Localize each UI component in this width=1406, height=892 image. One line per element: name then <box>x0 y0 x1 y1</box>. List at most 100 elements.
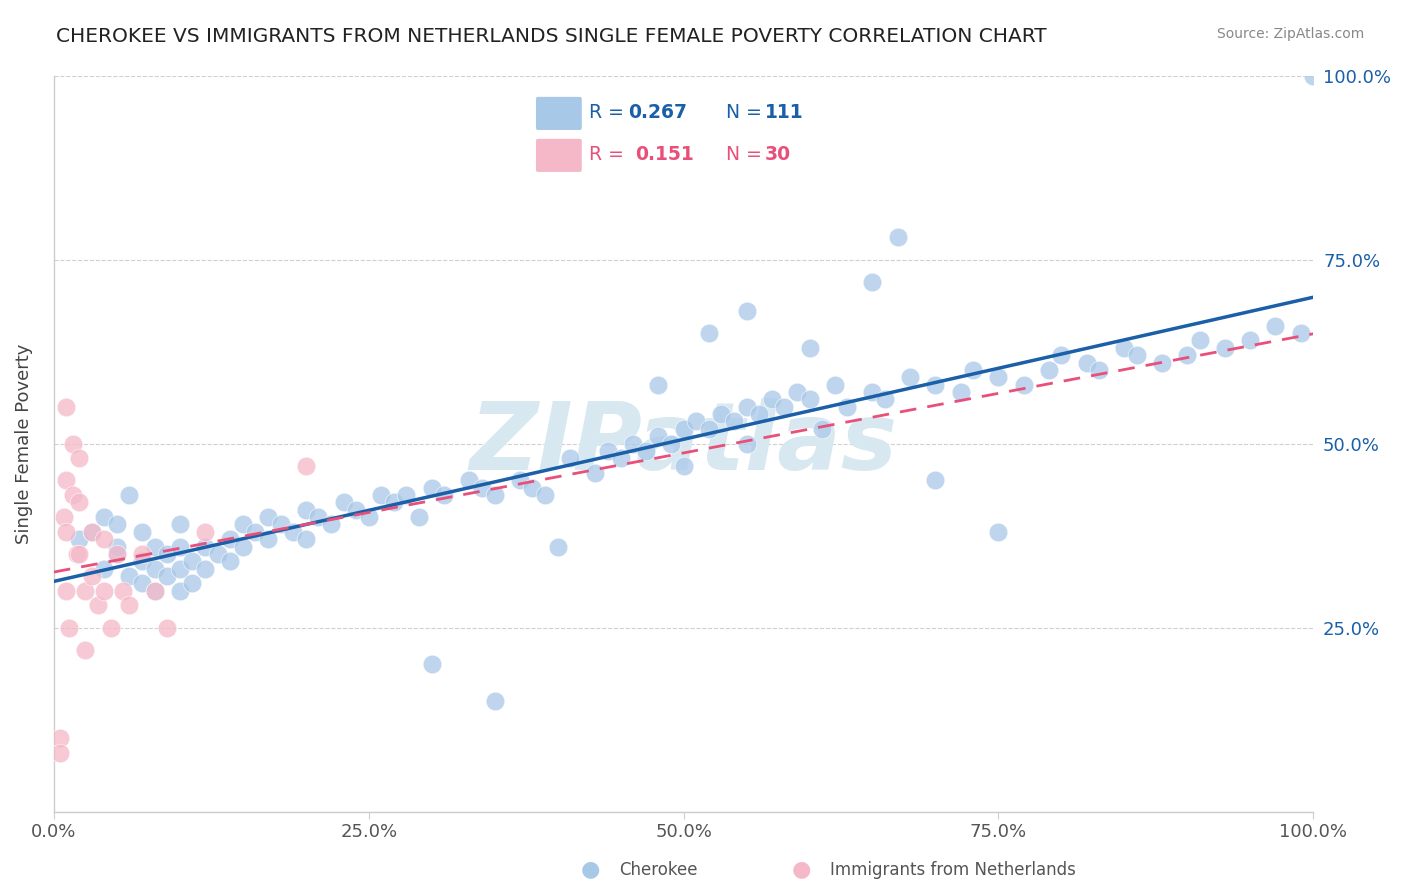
Point <box>93 510 115 524</box>
Point <box>1038 363 1060 377</box>
Point <box>484 488 506 502</box>
Point <box>143 561 166 575</box>
Point <box>207 547 229 561</box>
Point <box>408 510 430 524</box>
Point <box>67 547 90 561</box>
Point <box>194 524 217 539</box>
Point <box>1213 341 1236 355</box>
Point <box>647 377 669 392</box>
Point <box>583 466 606 480</box>
Point <box>484 694 506 708</box>
Point <box>873 392 896 407</box>
Point <box>609 451 631 466</box>
Text: ●: ● <box>792 860 811 880</box>
Point <box>49 731 72 745</box>
Point <box>55 400 77 414</box>
Point <box>55 473 77 487</box>
Point <box>824 377 846 392</box>
Point <box>232 540 254 554</box>
Point <box>62 488 84 502</box>
Point <box>105 540 128 554</box>
Point <box>105 517 128 532</box>
Point <box>156 569 179 583</box>
Point <box>80 524 103 539</box>
Point <box>370 488 392 502</box>
Point <box>458 473 481 487</box>
Point <box>80 524 103 539</box>
Point <box>685 414 707 428</box>
Point <box>65 547 87 561</box>
Point <box>799 392 821 407</box>
Point <box>181 554 204 568</box>
Point <box>596 443 619 458</box>
Point <box>761 392 783 407</box>
Point <box>1076 355 1098 369</box>
Point <box>105 547 128 561</box>
Point <box>471 481 494 495</box>
Point <box>143 583 166 598</box>
Point <box>257 510 280 524</box>
Point <box>67 532 90 546</box>
Point <box>194 540 217 554</box>
Point <box>169 561 191 575</box>
Point <box>55 524 77 539</box>
Point <box>58 620 80 634</box>
Point <box>1012 377 1035 392</box>
Point <box>420 481 443 495</box>
Point <box>659 436 682 450</box>
Point <box>55 583 77 598</box>
Point <box>270 517 292 532</box>
Point <box>194 561 217 575</box>
Point <box>987 524 1010 539</box>
Point <box>735 304 758 318</box>
Point <box>156 620 179 634</box>
Point <box>1239 334 1261 348</box>
Text: Cherokee: Cherokee <box>619 861 697 879</box>
Point <box>1088 363 1111 377</box>
Point <box>100 620 122 634</box>
Point <box>898 370 921 384</box>
Point <box>382 495 405 509</box>
Point <box>245 524 267 539</box>
Point <box>169 583 191 598</box>
Point <box>723 414 745 428</box>
Point <box>1302 69 1324 83</box>
Point <box>987 370 1010 384</box>
Point <box>143 583 166 598</box>
Point <box>962 363 984 377</box>
Point <box>67 495 90 509</box>
Point <box>1289 326 1312 340</box>
Point <box>1152 355 1174 369</box>
Point <box>710 407 733 421</box>
Point <box>862 275 884 289</box>
Text: Source: ZipAtlas.com: Source: ZipAtlas.com <box>1216 27 1364 41</box>
Point <box>169 540 191 554</box>
Point <box>799 341 821 355</box>
Point <box>534 488 557 502</box>
Point <box>80 569 103 583</box>
Point <box>131 554 153 568</box>
Point <box>735 436 758 450</box>
Point <box>773 400 796 414</box>
Point <box>395 488 418 502</box>
Point <box>67 451 90 466</box>
Point <box>294 502 316 516</box>
Point <box>1114 341 1136 355</box>
Point <box>924 473 946 487</box>
Point <box>522 481 544 495</box>
Text: ●: ● <box>581 860 600 880</box>
Point <box>672 422 695 436</box>
Point <box>156 547 179 561</box>
Point <box>949 384 972 399</box>
Point <box>118 488 141 502</box>
Point <box>332 495 354 509</box>
Point <box>837 400 859 414</box>
Point <box>1126 348 1149 362</box>
Point <box>232 517 254 532</box>
Point <box>1188 334 1211 348</box>
Point <box>93 583 115 598</box>
Point <box>547 540 569 554</box>
Text: Immigrants from Netherlands: Immigrants from Netherlands <box>830 861 1076 879</box>
Point <box>131 547 153 561</box>
Point <box>87 599 110 613</box>
